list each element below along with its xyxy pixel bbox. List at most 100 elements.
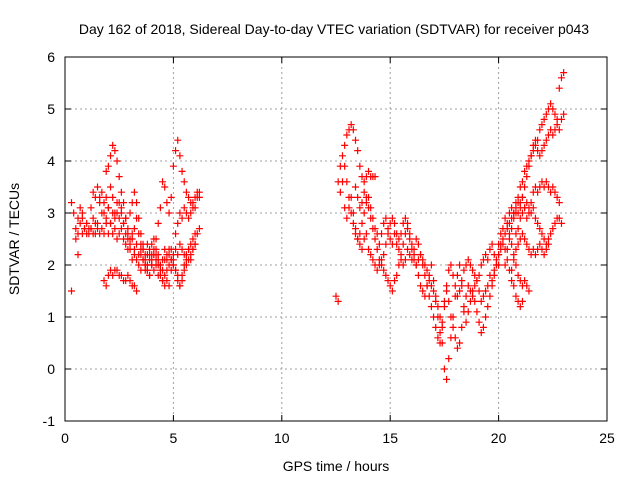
data-point [486,245,494,253]
data-point [518,209,526,217]
data-point [185,193,193,201]
data-point [395,235,403,243]
data-point [354,235,362,243]
series-t9 [352,183,526,352]
series-t4 [102,136,203,279]
data-point [414,271,422,279]
data-point [178,245,186,253]
data-point [516,303,524,311]
data-point [449,323,457,331]
data-point [126,277,134,285]
data-point [373,266,381,274]
data-point [172,230,180,238]
data-point [523,214,531,222]
data-points [68,69,568,383]
data-point [365,204,373,212]
data-point [393,240,401,248]
data-point [544,240,552,248]
data-point [109,141,117,149]
data-point [352,136,360,144]
data-point [484,303,492,311]
data-point [445,355,453,363]
data-point [477,261,485,269]
data-point [141,266,149,274]
data-point [130,188,138,196]
data-point [471,297,479,305]
data-point [440,365,448,373]
data-point [176,282,184,290]
data-point [508,225,516,233]
data-point [189,204,197,212]
data-point [122,230,130,238]
data-point [469,292,477,300]
data-point [549,105,557,113]
data-point [401,256,409,264]
data-point [150,266,158,274]
data-point [527,152,535,160]
data-point [512,261,520,269]
data-point [117,225,125,233]
data-point [174,219,182,227]
data-point [185,214,193,222]
data-point [107,152,115,160]
data-point [358,219,366,227]
data-point [83,219,91,227]
data-point [430,277,438,285]
data-point [434,334,442,342]
data-point [482,313,490,321]
data-point [365,167,373,175]
data-point [169,251,177,259]
data-point [555,214,563,222]
y-tick-label: 3 [47,205,55,221]
data-point [527,209,535,217]
data-point [176,209,184,217]
data-point [356,240,364,248]
data-point [529,204,537,212]
data-point [408,256,416,264]
data-point [98,225,106,233]
data-point [523,173,531,181]
data-point [362,230,370,238]
data-point [169,162,177,170]
data-point [499,235,507,243]
data-point [404,245,412,253]
data-point [187,240,195,248]
x-tick-label: 5 [170,430,178,446]
data-point [89,214,97,222]
data-point [111,225,119,233]
data-point [516,199,524,207]
data-point [458,282,466,290]
data-point [70,209,78,217]
data-point [375,256,383,264]
data-point [471,282,479,290]
data-point [347,121,355,129]
chart-title: Day 162 of 2018, Sidereal Day-to-day VTE… [79,21,589,37]
data-point [523,240,531,248]
data-point [174,277,182,285]
x-tick-label: 20 [491,430,507,446]
data-point [156,204,164,212]
data-point [458,323,466,331]
data-point [447,313,455,321]
data-point [159,277,167,285]
data-point [124,225,132,233]
y-tick-label: 4 [47,153,55,169]
data-point [490,271,498,279]
data-point [488,282,496,290]
data-point [475,271,483,279]
data-point [163,199,171,207]
data-point [96,193,104,201]
data-point [497,230,505,238]
data-point [356,230,364,238]
data-point [525,162,533,170]
data-point [182,251,190,259]
series-t14 [508,230,552,274]
series-t13 [512,199,565,248]
data-point [523,199,531,207]
data-point [495,251,503,259]
data-point [343,131,351,139]
data-point [412,261,420,269]
data-point [521,167,529,175]
data-point [410,251,418,259]
data-point [427,303,435,311]
